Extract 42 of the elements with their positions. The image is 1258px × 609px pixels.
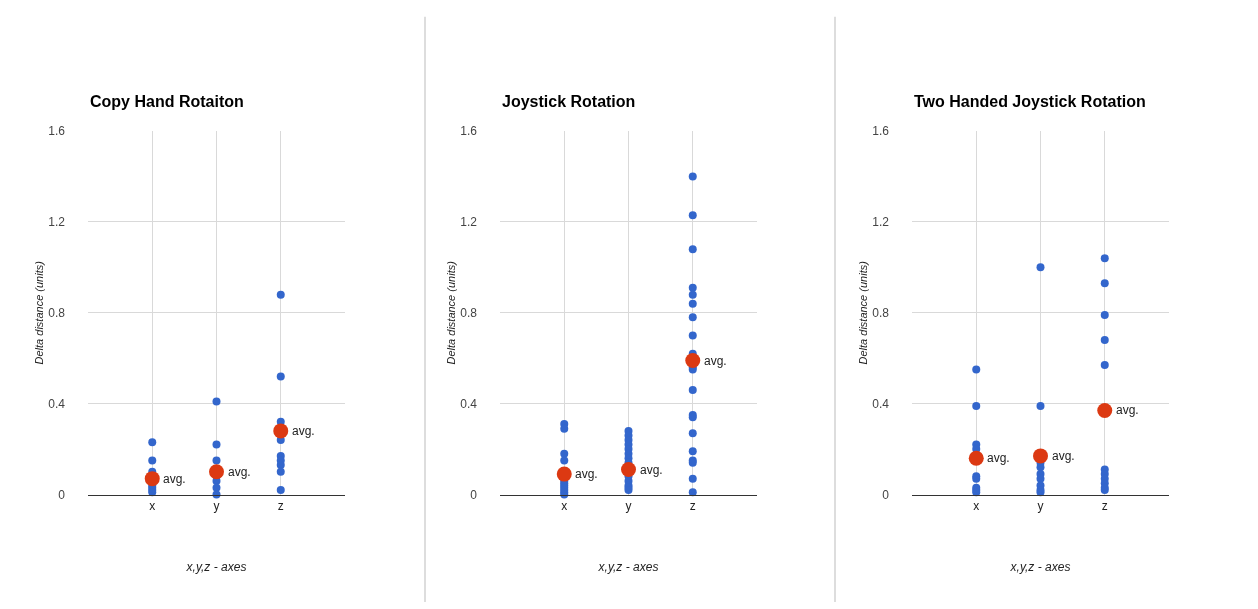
- y-tick-label: 1.2: [460, 215, 478, 230]
- y-tick-label: 1.2: [48, 215, 66, 230]
- annotation: avg.: [640, 463, 663, 477]
- y-axis-title: Delta distance (units): [856, 260, 869, 365]
- x-tick-label: x: [149, 498, 156, 513]
- x-tick-label: x: [561, 498, 568, 513]
- x-tick-label: y: [213, 498, 220, 513]
- y-tick-label: 0: [882, 487, 890, 502]
- y-tick-label: 1.6: [460, 124, 478, 139]
- annotation: avg.: [575, 467, 598, 481]
- y-tick-label: 0.8: [48, 306, 66, 320]
- annotation: avg.: [163, 472, 186, 486]
- x-axis-title: x,y,z - axes: [185, 559, 247, 574]
- x-tick-label: y: [625, 498, 632, 513]
- annotation: avg.: [704, 354, 727, 368]
- y-axis-title: Delta distance (units): [32, 260, 45, 365]
- y-tick-label: 0.8: [872, 306, 890, 320]
- x-tick-label: x: [973, 498, 980, 513]
- chart-title: Copy Hand Rotaiton: [90, 93, 244, 110]
- y-tick-label: 0.4: [460, 396, 478, 411]
- chart-title: Joystick Rotation: [502, 93, 636, 110]
- x-tick-label: z: [277, 498, 284, 513]
- y-tick-label: 0: [470, 487, 478, 502]
- y-tick-label: 0.8: [460, 306, 478, 320]
- annotation: avg.: [228, 465, 251, 479]
- y-tick-label: 1.6: [48, 124, 66, 139]
- y-tick-label: 0: [58, 487, 66, 502]
- x-tick-label: z: [689, 498, 696, 513]
- x-axis-title: x,y,z - axes: [597, 559, 659, 574]
- y-tick-label: 1.6: [872, 124, 890, 139]
- x-axis-title: x,y,z - axes: [1009, 559, 1071, 574]
- y-tick-label: 0.4: [48, 396, 66, 411]
- chart-title: Two Handed Joystick Rotation: [914, 93, 1146, 110]
- x-tick-label: z: [1101, 498, 1108, 513]
- annotation: avg.: [1052, 449, 1075, 463]
- annotation: avg.: [292, 424, 315, 438]
- annotation: avg.: [987, 451, 1010, 465]
- y-axis-title: Delta distance (units): [444, 260, 457, 365]
- x-tick-label: y: [1037, 498, 1044, 513]
- annotation: avg.: [1116, 403, 1139, 417]
- y-tick-label: 0.4: [872, 396, 890, 411]
- y-tick-label: 1.2: [872, 215, 890, 230]
